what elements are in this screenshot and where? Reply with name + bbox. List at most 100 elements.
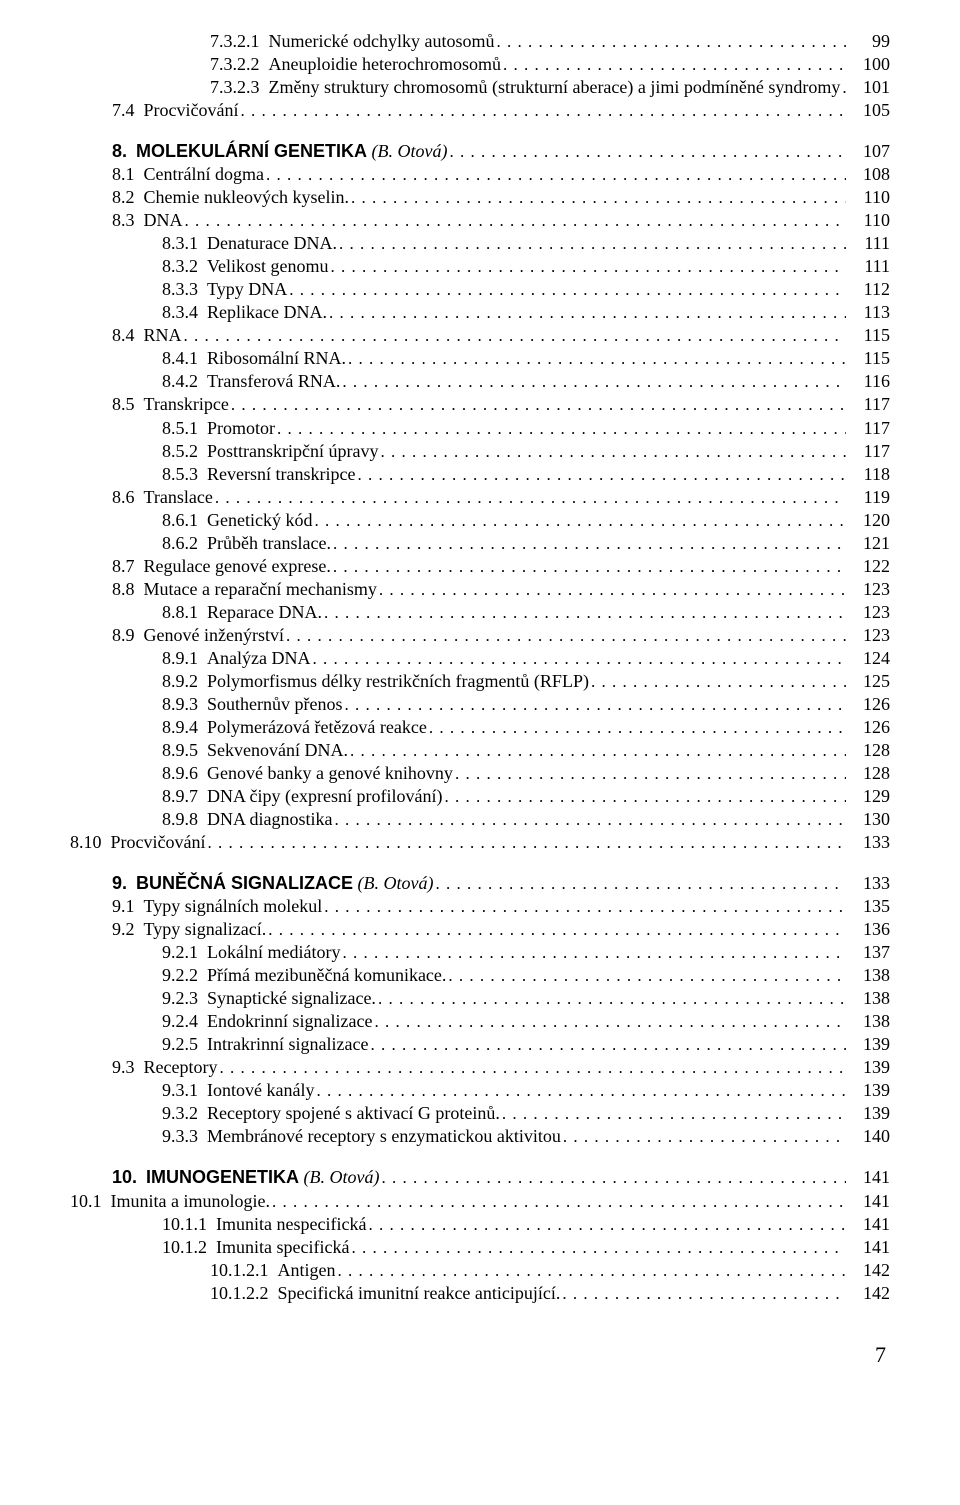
toc-num: 7.3.2.2 [210,54,260,74]
leader-dots [503,53,846,76]
toc-page: 119 [846,486,890,509]
toc-row: 8.1 Centrální dogma108 [70,163,890,186]
toc-row: 8.5.2 Posttranskripční úpravy117 [70,440,890,463]
leader-dots [333,555,846,578]
toc-page: 139 [846,1033,890,1056]
toc-page: 133 [846,831,890,854]
toc-row: 10.1 Imunita a imunologie.141 [70,1190,890,1213]
toc-label: 8.5 Transkripce [70,393,229,416]
toc-label: 8.4.1 Ribosomální RNA. [70,347,346,370]
toc-title: Chemie nukleových kyselin. [144,187,349,207]
toc-row: 7.4 Procvičování 105 [70,99,890,122]
toc-num: 8.7 [112,556,135,576]
toc-num: 8.4.1 [162,348,198,368]
leader-dots [379,578,846,601]
toc-num: 10. [112,1167,137,1187]
toc-title: Reparace DNA. [207,602,322,622]
toc-label: 10.1.2.2 Specifická imunitní reakce anti… [70,1282,560,1305]
leader-dots [231,393,846,416]
toc-num: 10.1.2 [162,1237,207,1257]
toc-title: DNA čipy (expresní profilování) [207,786,442,806]
toc-page: 139 [846,1056,890,1079]
toc-label: 7.3.2.1 Numerické odchylky autosomů [70,30,494,53]
toc-label: 8.5.1 Promotor [70,417,275,440]
toc-page: 123 [846,578,890,601]
toc-label: 10.1.2.1 Antigen [70,1259,336,1282]
toc-num: 8.4 [112,325,135,345]
toc-title: Imunita specifická [216,1237,349,1257]
section-gap [70,122,890,140]
toc-num: 8.5.3 [162,464,198,484]
toc-label: 8.2 Chemie nukleových kyselin. [70,186,349,209]
toc-num: 9. [112,873,127,893]
toc-row: 8.4.1 Ribosomální RNA.115 [70,347,890,370]
toc-page: 121 [846,532,890,555]
toc-num: 8.9.3 [162,694,198,714]
toc-page: 123 [846,624,890,647]
leader-dots [591,670,846,693]
toc-page: 135 [846,895,890,918]
toc-label: 8.10 Procvičování [70,831,205,854]
toc-title: Procvičování [111,832,206,852]
toc-num: 8.6 [112,487,135,507]
toc-page: 142 [846,1259,890,1282]
toc-label: 8.9.6 Genové banky a genové knihovny [70,762,453,785]
toc-title: Synaptické signalizace. [207,988,376,1008]
toc-label: 7.3.2.3 Změny struktury chromosomů (stru… [70,76,840,99]
toc-row: 9.2 Typy signalizací.136 [70,918,890,941]
toc-num: 8.9.2 [162,671,198,691]
toc-label: 8.9.5 Sekvenování DNA. [70,739,348,762]
leader-dots [272,1190,846,1213]
toc-title: Posttranskripční úpravy [207,441,378,461]
toc-row: 7.3.2.1 Numerické odchylky autosomů99 [70,30,890,53]
leader-dots [842,76,846,99]
toc-row: 8.9.1 Analýza DNA124 [70,647,890,670]
toc-row: 10.1.2.2 Specifická imunitní reakce anti… [70,1282,890,1305]
toc-row: 8.3.3 Typy DNA112 [70,278,890,301]
toc-num: 8.9.5 [162,740,198,760]
toc-page: 130 [846,808,890,831]
toc-row: 7.3.2.2 Aneuploidie heterochromosomů100 [70,53,890,76]
toc-title: Aneuploidie heterochromosomů [269,54,501,74]
toc-num: 9.2.3 [162,988,198,1008]
leader-dots [378,987,846,1010]
toc-title: DNA [144,210,183,230]
toc-page: 105 [846,99,890,122]
toc-num: 9.2.1 [162,942,198,962]
toc-num: 9.2.2 [162,965,198,985]
leader-dots [429,716,846,739]
leader-dots [329,301,846,324]
leader-dots [333,532,846,555]
toc-label: 8.8.1 Reparace DNA. [70,601,322,624]
toc-row: 9.3 Receptory139 [70,1056,890,1079]
toc-num: 8.10 [70,832,102,852]
toc-num: 8.3.1 [162,233,198,253]
leader-dots [562,1282,846,1305]
toc-page: 133 [846,872,890,895]
toc-label: 8.5.2 Posttranskripční úpravy [70,440,378,463]
toc-label: 10.1 Imunita a imunologie. [70,1190,270,1213]
toc-page: 122 [846,555,890,578]
chapter-title: BUNĚČNÁ SIGNALIZACE [136,873,353,893]
leader-dots [563,1125,846,1148]
toc-page: 113 [846,301,890,324]
toc-title: Genové inženýrství [144,625,284,645]
toc-title: Ribosomální RNA. [207,348,346,368]
toc-page: 138 [846,964,890,987]
leader-dots [289,278,846,301]
leader-dots [266,163,846,186]
toc-num: 9.2.5 [162,1034,198,1054]
toc-label: 7.4 Procvičování [70,99,238,122]
toc-label: 8.6 Translace [70,486,213,509]
leader-dots [184,324,846,347]
toc-num: 8.3.2 [162,256,198,276]
toc-title: Specifická imunitní reakce anticipující. [278,1283,561,1303]
leader-dots [314,509,846,532]
toc-title: Transferová RNA. [207,371,340,391]
toc-row: 8.6.1 Genetický kód120 [70,509,890,532]
toc-row: 10. IMUNOGENETIKA (B. Otová)141 [70,1166,890,1189]
toc-num: 9.2 [112,919,135,939]
toc-row: 8.4 RNA115 [70,324,890,347]
toc-label: 8.1 Centrální dogma [70,163,264,186]
toc-label: 10.1.2 Imunita specifická [70,1236,349,1259]
